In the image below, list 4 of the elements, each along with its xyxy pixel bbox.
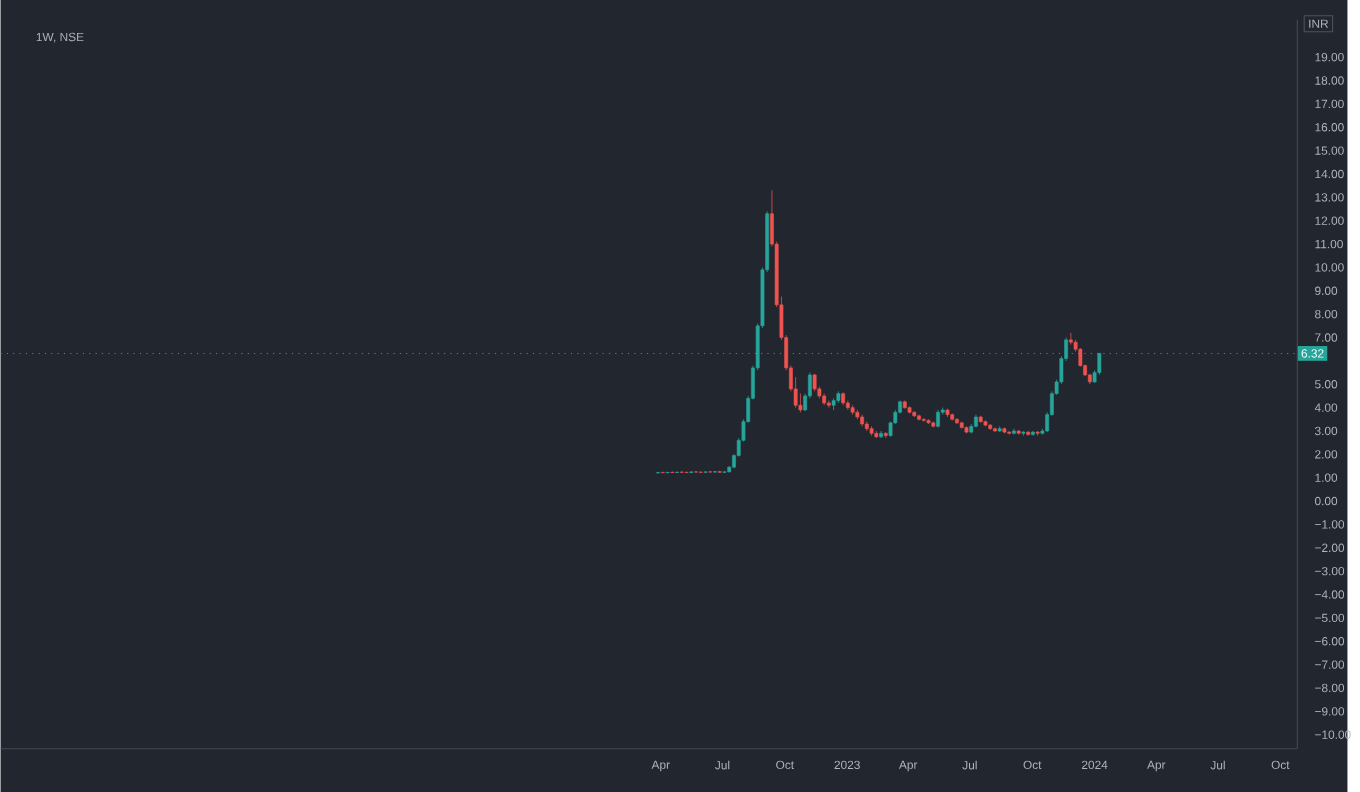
candlestick xyxy=(879,430,883,439)
candlestick xyxy=(1068,332,1073,345)
candlestick xyxy=(826,400,831,408)
candlestick xyxy=(1078,347,1083,368)
